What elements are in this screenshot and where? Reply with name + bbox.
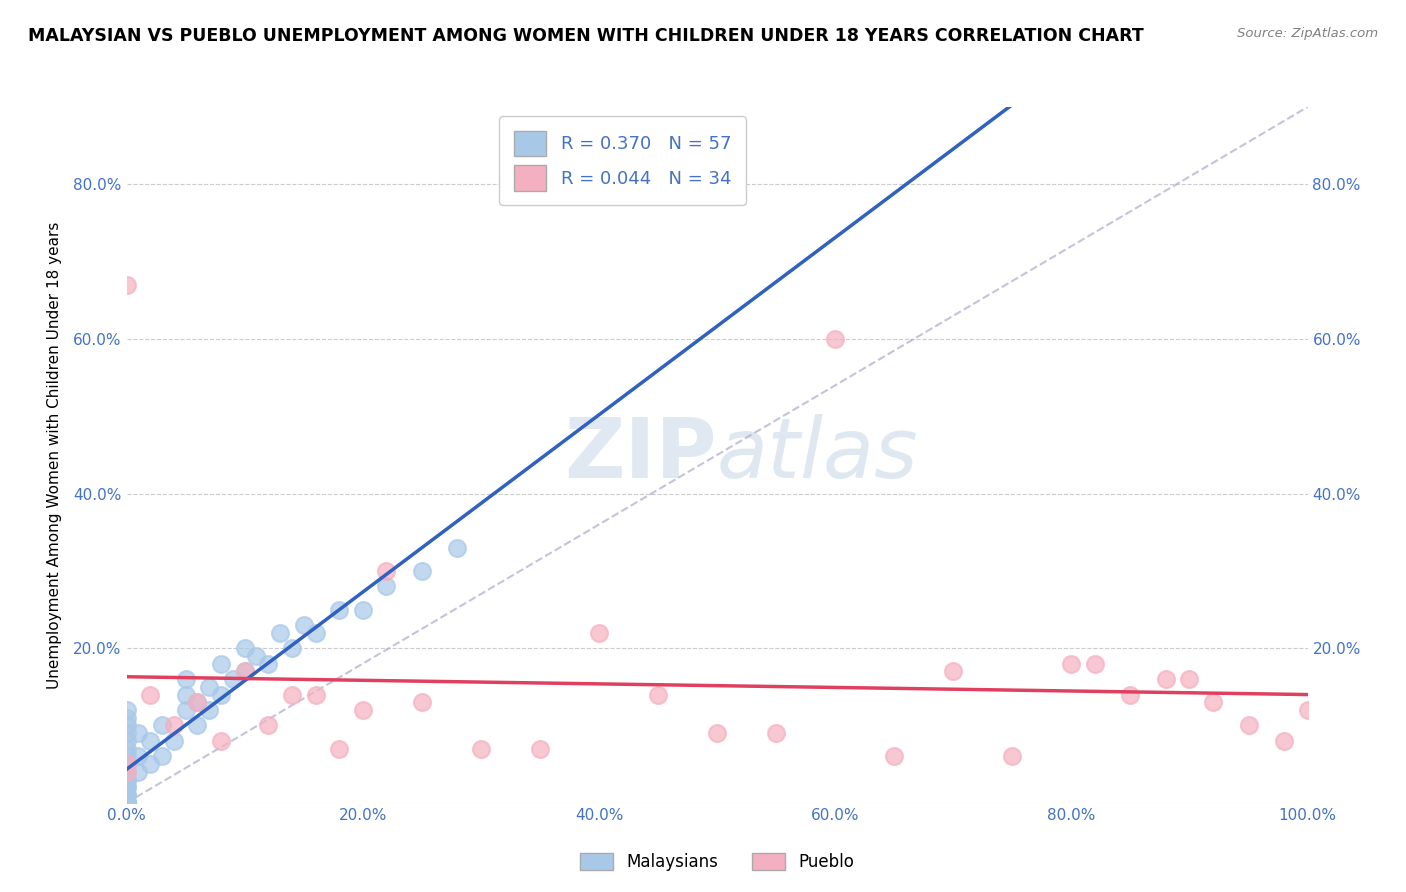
- Point: [1178, 672, 1201, 686]
- Point: [198, 680, 221, 694]
- Point: [115, 796, 138, 810]
- Point: [1001, 749, 1024, 764]
- Point: [127, 726, 149, 740]
- Point: [115, 772, 138, 787]
- Point: [115, 796, 138, 810]
- Point: [115, 718, 138, 732]
- Point: [375, 579, 398, 593]
- Point: [222, 672, 245, 686]
- Point: [139, 734, 162, 748]
- Point: [174, 688, 197, 702]
- Point: [115, 780, 138, 795]
- Point: [375, 564, 398, 578]
- Point: [186, 695, 208, 709]
- Point: [115, 703, 138, 717]
- Point: [186, 695, 208, 709]
- Point: [115, 741, 138, 756]
- Point: [115, 757, 138, 772]
- Point: [328, 602, 350, 616]
- Point: [470, 741, 492, 756]
- Point: [1060, 657, 1083, 671]
- Point: [1084, 657, 1107, 671]
- Point: [269, 625, 291, 640]
- Text: Source: ZipAtlas.com: Source: ZipAtlas.com: [1237, 27, 1378, 40]
- Point: [765, 726, 787, 740]
- Point: [115, 796, 138, 810]
- Point: [233, 665, 256, 679]
- Point: [529, 741, 551, 756]
- Point: [115, 711, 138, 725]
- Text: MALAYSIAN VS PUEBLO UNEMPLOYMENT AMONG WOMEN WITH CHILDREN UNDER 18 YEARS CORREL: MALAYSIAN VS PUEBLO UNEMPLOYMENT AMONG W…: [28, 27, 1144, 45]
- Point: [233, 641, 256, 656]
- Point: [1296, 703, 1319, 717]
- Point: [706, 726, 728, 740]
- Point: [1202, 695, 1225, 709]
- Point: [115, 726, 138, 740]
- Point: [127, 749, 149, 764]
- Point: [198, 703, 221, 717]
- Point: [115, 796, 138, 810]
- Point: [150, 718, 173, 732]
- Point: [588, 625, 610, 640]
- Point: [127, 764, 149, 779]
- Point: [257, 718, 280, 732]
- Point: [115, 796, 138, 810]
- Point: [115, 764, 138, 779]
- Point: [257, 657, 280, 671]
- Point: [328, 741, 350, 756]
- Point: [233, 665, 256, 679]
- Point: [115, 796, 138, 810]
- Text: ZIP: ZIP: [565, 415, 717, 495]
- Point: [411, 564, 433, 578]
- Point: [824, 332, 846, 346]
- Point: [209, 734, 232, 748]
- Point: [115, 788, 138, 802]
- Point: [883, 749, 905, 764]
- Point: [245, 648, 267, 663]
- Point: [942, 665, 965, 679]
- Point: [139, 757, 162, 772]
- Point: [186, 718, 208, 732]
- Text: atlas: atlas: [717, 415, 918, 495]
- Point: [174, 703, 197, 717]
- Legend: Malaysians, Pueblo: Malaysians, Pueblo: [574, 847, 860, 878]
- Point: [1154, 672, 1177, 686]
- Point: [304, 625, 326, 640]
- Point: [115, 796, 138, 810]
- Point: [292, 618, 315, 632]
- Point: [411, 695, 433, 709]
- Point: [115, 757, 138, 772]
- Point: [115, 772, 138, 787]
- Point: [115, 764, 138, 779]
- Point: [1119, 688, 1142, 702]
- Point: [115, 780, 138, 795]
- Point: [1237, 718, 1260, 732]
- Point: [209, 688, 232, 702]
- Point: [281, 688, 304, 702]
- Point: [209, 657, 232, 671]
- Point: [163, 718, 186, 732]
- Point: [115, 796, 138, 810]
- Point: [115, 277, 138, 292]
- Point: [446, 541, 468, 555]
- Point: [139, 688, 162, 702]
- Point: [115, 749, 138, 764]
- Point: [352, 703, 374, 717]
- Point: [115, 796, 138, 810]
- Point: [352, 602, 374, 616]
- Point: [281, 641, 304, 656]
- Point: [163, 734, 186, 748]
- Point: [647, 688, 669, 702]
- Point: [115, 796, 138, 810]
- Point: [304, 688, 326, 702]
- Point: [115, 788, 138, 802]
- Point: [150, 749, 173, 764]
- Point: [1272, 734, 1295, 748]
- Point: [115, 734, 138, 748]
- Point: [174, 672, 197, 686]
- Y-axis label: Unemployment Among Women with Children Under 18 years: Unemployment Among Women with Children U…: [46, 221, 62, 689]
- Point: [115, 757, 138, 772]
